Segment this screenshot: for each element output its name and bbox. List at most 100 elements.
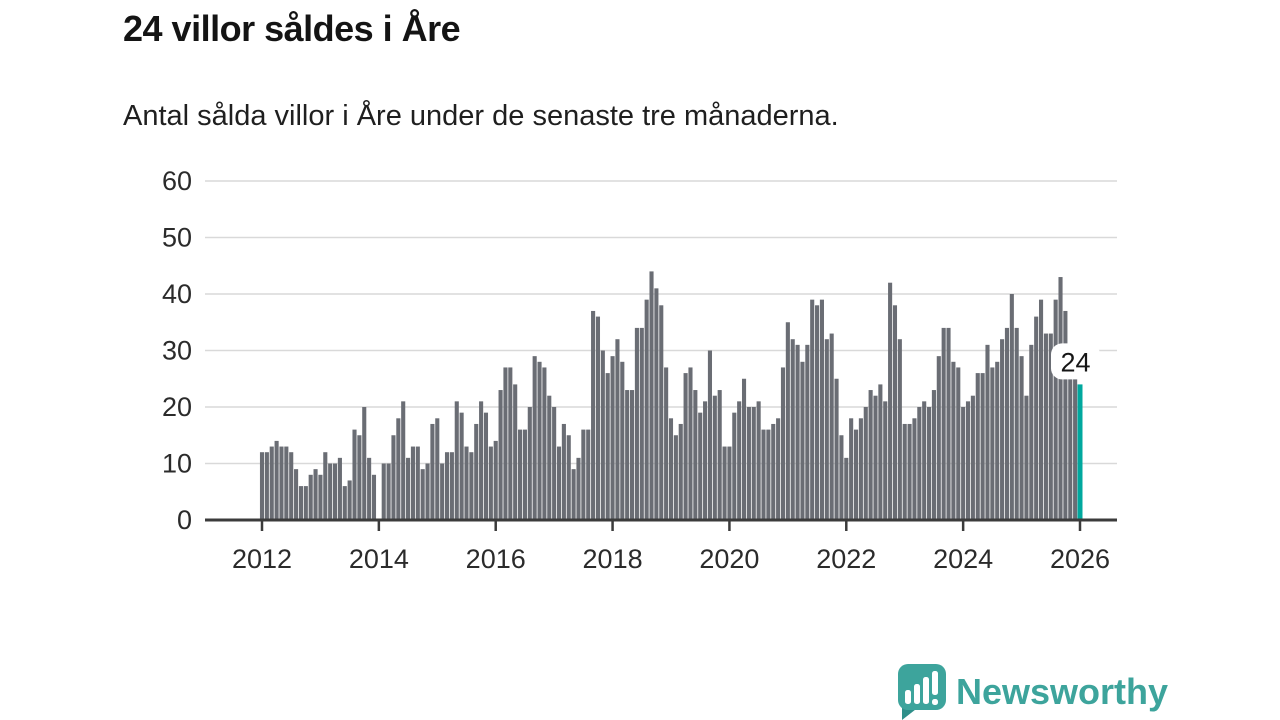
x-axis-tick-label: 2026 — [1050, 544, 1110, 574]
bar — [425, 463, 430, 520]
bar — [785, 322, 790, 520]
bar — [819, 299, 824, 520]
y-axis-tick-label: 30 — [162, 336, 192, 366]
bar — [313, 469, 318, 520]
bar — [698, 412, 703, 520]
bar — [878, 384, 883, 520]
bar — [435, 418, 440, 520]
bar — [294, 469, 299, 520]
y-axis-tick-label: 0 — [177, 505, 192, 535]
bar — [595, 316, 601, 520]
bar — [522, 429, 527, 520]
bar — [620, 361, 625, 520]
bar — [849, 418, 854, 520]
bar — [766, 429, 771, 520]
bar — [381, 463, 386, 520]
bar — [756, 401, 761, 520]
bar — [961, 407, 966, 520]
bar — [1063, 310, 1068, 520]
bar — [800, 361, 805, 520]
bar — [391, 435, 396, 520]
bar — [542, 367, 547, 520]
bar — [566, 435, 571, 520]
bar — [1024, 395, 1029, 520]
x-axis-tick-label: 2016 — [466, 544, 526, 574]
bar — [931, 390, 936, 520]
bar — [668, 418, 674, 520]
bar — [751, 407, 756, 520]
y-axis-tick-label: 40 — [162, 279, 192, 309]
bar — [844, 457, 849, 520]
bar — [1000, 339, 1005, 520]
bar — [717, 390, 722, 520]
bar — [576, 457, 581, 520]
bar — [956, 367, 961, 520]
bar — [318, 474, 323, 520]
bar — [654, 288, 659, 520]
bar — [975, 373, 980, 520]
bar — [639, 327, 644, 520]
bar — [902, 423, 907, 520]
bar — [629, 390, 635, 520]
bar — [552, 407, 557, 520]
bar — [912, 418, 917, 520]
bar — [907, 423, 912, 520]
bar — [610, 356, 615, 520]
bar — [1048, 333, 1053, 520]
bar — [1043, 333, 1048, 520]
bar — [868, 390, 873, 520]
y-axis-tick-label: 60 — [162, 166, 192, 196]
bar — [493, 440, 498, 520]
bar — [367, 457, 372, 520]
bar — [586, 429, 591, 520]
bar — [644, 299, 649, 520]
page-title: 24 villor såldes i Åre — [123, 8, 461, 49]
bar — [483, 412, 489, 520]
bar — [888, 282, 893, 520]
bar — [1004, 327, 1010, 520]
bar — [1014, 327, 1019, 520]
bar — [634, 327, 639, 520]
bar — [323, 452, 328, 520]
bar — [810, 299, 815, 520]
bar — [927, 407, 932, 520]
bar — [328, 463, 333, 520]
bar — [673, 435, 678, 520]
y-axis-tick-label: 10 — [162, 449, 192, 479]
bar — [970, 395, 975, 520]
bar — [707, 350, 713, 520]
bar — [571, 469, 576, 520]
bar — [420, 469, 425, 520]
bar — [547, 395, 552, 520]
value-label-bubble — [1051, 343, 1100, 380]
bar — [396, 418, 401, 520]
bar — [298, 486, 304, 520]
bar — [527, 407, 532, 520]
bar — [941, 327, 946, 520]
bar — [659, 305, 664, 520]
bar — [693, 390, 698, 520]
value-label: 24 — [1060, 347, 1090, 377]
bar — [965, 401, 971, 520]
bar — [537, 361, 542, 520]
bar — [1073, 378, 1078, 520]
bar — [688, 367, 693, 520]
bar — [649, 271, 654, 520]
x-axis-tick-label: 2020 — [699, 544, 759, 574]
bar — [897, 339, 902, 520]
bar — [732, 412, 737, 520]
bar — [1029, 344, 1034, 520]
bar — [776, 418, 781, 520]
bar — [829, 333, 834, 520]
bar — [430, 423, 435, 520]
bar — [371, 474, 377, 520]
bar — [683, 373, 688, 520]
bar — [917, 407, 922, 520]
bar — [352, 429, 357, 520]
bar — [469, 452, 474, 520]
bar — [1034, 316, 1039, 520]
bar — [274, 440, 279, 520]
bar — [853, 429, 859, 520]
bar — [746, 407, 751, 520]
